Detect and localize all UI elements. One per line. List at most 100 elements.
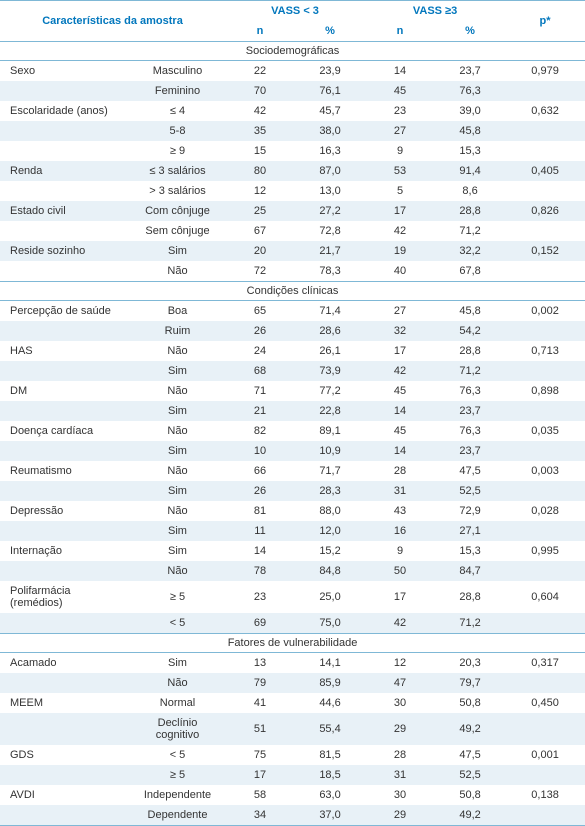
- table-row: Sim6873,94271,2: [0, 361, 585, 381]
- cell-pct1: 27,2: [295, 201, 365, 221]
- cell-p: [505, 361, 585, 381]
- col-pct1: %: [295, 21, 365, 42]
- cell-n2: 19: [365, 241, 435, 261]
- cell-pct2: 49,2: [435, 805, 505, 826]
- cell-n2: 45: [365, 421, 435, 441]
- row-category: > 3 salários: [130, 181, 225, 201]
- row-category: 5-8: [130, 121, 225, 141]
- row-label: [0, 613, 130, 634]
- cell-pct2: 52,5: [435, 765, 505, 785]
- cell-n1: 51: [225, 713, 295, 745]
- table-row: Não7884,85084,7: [0, 561, 585, 581]
- cell-pct1: 38,0: [295, 121, 365, 141]
- cell-pct2: 50,8: [435, 785, 505, 805]
- col-group-vass-lt3: VASS < 3: [225, 1, 365, 22]
- row-label: [0, 361, 130, 381]
- cell-n1: 21: [225, 401, 295, 421]
- table-row: > 3 salários1213,058,6: [0, 181, 585, 201]
- row-label: [0, 481, 130, 501]
- cell-n2: 14: [365, 61, 435, 82]
- cell-pct1: 89,1: [295, 421, 365, 441]
- table-row: Percepção de saúdeBoa6571,42745,80,002: [0, 301, 585, 322]
- row-label: Polifarmácia (remédios): [0, 581, 130, 613]
- cell-pct2: 23,7: [435, 441, 505, 461]
- cell-pct2: 15,3: [435, 541, 505, 561]
- cell-pct1: 87,0: [295, 161, 365, 181]
- table-row: Sim1112,01627,1: [0, 521, 585, 541]
- cell-p: 0,898: [505, 381, 585, 401]
- row-label: MEEM: [0, 693, 130, 713]
- row-category: ≥ 5: [130, 765, 225, 785]
- table-row: Declínio cognitivo5155,42949,2: [0, 713, 585, 745]
- cell-n1: 25: [225, 201, 295, 221]
- cell-n2: 42: [365, 221, 435, 241]
- cell-pct1: 73,9: [295, 361, 365, 381]
- cell-n2: 9: [365, 541, 435, 561]
- cell-pct2: 27,1: [435, 521, 505, 541]
- cell-n2: 27: [365, 301, 435, 322]
- cell-pct2: 52,5: [435, 481, 505, 501]
- table-row: InternaçãoSim1415,2915,30,995: [0, 541, 585, 561]
- row-category: Não: [130, 461, 225, 481]
- table-row: HASNão2426,11728,80,713: [0, 341, 585, 361]
- cell-pct2: 45,8: [435, 121, 505, 141]
- cell-pct2: 49,2: [435, 713, 505, 745]
- cell-p: 0,604: [505, 581, 585, 613]
- cell-p: [505, 181, 585, 201]
- cell-pct1: 13,0: [295, 181, 365, 201]
- cell-n1: 14: [225, 541, 295, 561]
- table-row: ≥ 51718,53152,5: [0, 765, 585, 785]
- cell-n2: 27: [365, 121, 435, 141]
- cell-n1: 67: [225, 221, 295, 241]
- row-category: Feminino: [130, 81, 225, 101]
- cell-n1: 58: [225, 785, 295, 805]
- cell-n2: 53: [365, 161, 435, 181]
- cell-p: 0,405: [505, 161, 585, 181]
- cell-n2: 30: [365, 693, 435, 713]
- row-label: [0, 713, 130, 745]
- cell-pct2: 8,6: [435, 181, 505, 201]
- cell-n1: 78: [225, 561, 295, 581]
- cell-pct1: 45,7: [295, 101, 365, 121]
- cell-n1: 41: [225, 693, 295, 713]
- cell-p: [505, 261, 585, 282]
- cell-n1: 20: [225, 241, 295, 261]
- row-category: < 5: [130, 613, 225, 634]
- row-category: Não: [130, 501, 225, 521]
- row-category: Independente: [130, 785, 225, 805]
- cell-n1: 17: [225, 765, 295, 785]
- row-label: Reside sozinho: [0, 241, 130, 261]
- cell-pct2: 71,2: [435, 361, 505, 381]
- cell-n2: 31: [365, 481, 435, 501]
- row-category: ≥ 9: [130, 141, 225, 161]
- row-label: [0, 401, 130, 421]
- table-row: Polifarmácia (remédios)≥ 52325,01728,80,…: [0, 581, 585, 613]
- cell-pct1: 63,0: [295, 785, 365, 805]
- cell-n1: 68: [225, 361, 295, 381]
- row-category: Sim: [130, 361, 225, 381]
- cell-n2: 45: [365, 81, 435, 101]
- cell-p: 0,979: [505, 61, 585, 82]
- table-body: SociodemográficasSexoMasculino2223,91423…: [0, 42, 585, 826]
- cell-pct1: 10,9: [295, 441, 365, 461]
- cell-pct2: 79,7: [435, 673, 505, 693]
- section-header: Sociodemográficas: [0, 42, 585, 61]
- cell-pct1: 14,1: [295, 653, 365, 674]
- cell-n2: 17: [365, 581, 435, 613]
- row-category: Com cônjuge: [130, 201, 225, 221]
- cell-n1: 10: [225, 441, 295, 461]
- table-row: Dependente3437,02949,2: [0, 805, 585, 826]
- cell-pct1: 21,7: [295, 241, 365, 261]
- cell-n2: 40: [365, 261, 435, 282]
- cell-p: 0,995: [505, 541, 585, 561]
- table-row: Doença cardíacaNão8289,14576,30,035: [0, 421, 585, 441]
- table-row: SexoMasculino2223,91423,70,979: [0, 61, 585, 82]
- cell-n1: 23: [225, 581, 295, 613]
- cell-p: 0,001: [505, 745, 585, 765]
- row-category: ≤ 4: [130, 101, 225, 121]
- col-pct2: %: [435, 21, 505, 42]
- row-label: [0, 441, 130, 461]
- cell-p: [505, 805, 585, 826]
- cell-p: 0,002: [505, 301, 585, 322]
- cell-n2: 16: [365, 521, 435, 541]
